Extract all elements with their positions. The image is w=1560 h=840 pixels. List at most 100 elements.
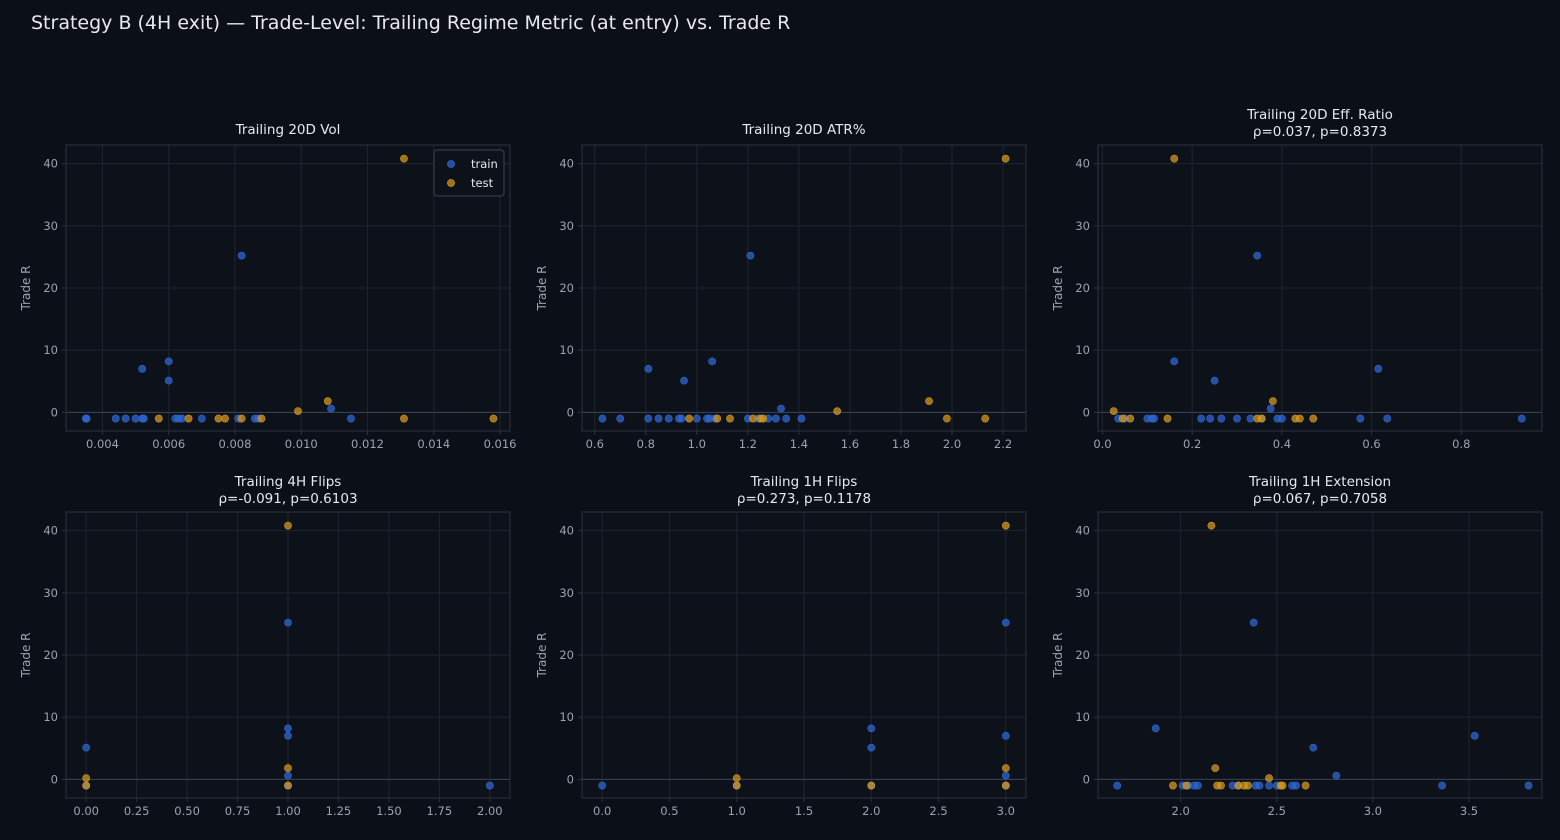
data-point-train xyxy=(1438,781,1446,790)
x-tick-label: 0.8 xyxy=(1452,437,1470,451)
data-point-train xyxy=(284,618,292,627)
data-point-test xyxy=(1269,397,1277,406)
data-point-test xyxy=(749,414,757,423)
data-point-train xyxy=(680,376,688,385)
data-point-test xyxy=(1109,407,1118,416)
data-point-test xyxy=(284,764,292,773)
data-point-train xyxy=(131,414,140,423)
y-tick-label: 0 xyxy=(51,405,58,419)
data-point-train xyxy=(284,771,292,780)
data-point-train xyxy=(777,404,785,413)
data-point-train xyxy=(1253,251,1262,260)
data-point-train xyxy=(1001,771,1010,780)
data-point-train xyxy=(1001,731,1010,740)
data-point-test xyxy=(1244,781,1252,790)
data-point-test xyxy=(82,774,91,783)
data-point-train xyxy=(1217,414,1226,423)
data-point-train xyxy=(1517,414,1526,423)
chart-title: Trailing 20D ATR% xyxy=(741,122,865,138)
x-tick-label: 0.5 xyxy=(660,804,678,818)
data-point-test xyxy=(1182,781,1191,790)
x-tick-label: 3.5 xyxy=(1460,804,1478,818)
data-point-test xyxy=(1169,781,1177,790)
y-tick-label: 10 xyxy=(559,710,574,724)
data-point-train xyxy=(327,404,335,413)
data-point-test xyxy=(1207,521,1216,530)
x-tick-label: 0.008 xyxy=(219,437,252,451)
data-point-test xyxy=(1301,781,1310,790)
data-point-train xyxy=(1113,781,1122,790)
data-point-train xyxy=(1383,414,1392,423)
x-tick-label: 0.00 xyxy=(73,804,99,818)
data-point-train xyxy=(1246,414,1255,423)
y-tick-label: 30 xyxy=(559,219,574,233)
data-point-train xyxy=(139,414,148,423)
chart-subtitle: ρ=0.037, p=0.8373 xyxy=(1253,124,1387,140)
y-axis-label: Trade R xyxy=(19,632,33,678)
data-point-train xyxy=(1194,781,1202,790)
data-point-train xyxy=(1277,414,1286,423)
data-point-test xyxy=(1001,781,1010,790)
data-point-train xyxy=(782,414,791,423)
data-point-train xyxy=(664,414,673,423)
x-tick-label: 1.75 xyxy=(427,804,453,818)
y-tick-label: 30 xyxy=(1075,586,1090,600)
data-point-train xyxy=(284,731,292,740)
data-point-test xyxy=(942,414,951,423)
chart-panel-3: 0.0 0.2 0.4 0.6 0.8 0 10 20 30 40 Trade R Trailing … xyxy=(1051,107,1543,451)
y-tick-label: 30 xyxy=(43,586,58,600)
data-point-test xyxy=(1001,764,1010,773)
data-point-test xyxy=(1170,154,1179,163)
chart-panel-5: 0.0 0.5 1.0 1.5 2.0 2.5 3.0 0 10 20 30 40 Trade R Tra… xyxy=(535,474,1027,818)
data-point-test xyxy=(1257,414,1266,423)
chart-panel-4: 0.00 0.25 0.50 0.75 1.00 1.25 1.50 1.75 2.00 0 10 2… xyxy=(19,474,511,818)
data-point-test xyxy=(284,521,292,530)
x-tick-label: 0.6 xyxy=(1362,437,1380,451)
data-point-train xyxy=(178,414,186,423)
data-point-train xyxy=(1470,731,1479,740)
data-point-train xyxy=(1210,376,1219,385)
data-point-train xyxy=(1255,781,1264,790)
data-point-test xyxy=(1309,414,1318,423)
data-point-test xyxy=(154,414,163,423)
data-point-test xyxy=(82,781,91,790)
data-point-train xyxy=(598,781,607,790)
y-tick-label: 40 xyxy=(1075,157,1090,171)
data-point-test xyxy=(713,414,722,423)
data-point-train xyxy=(708,357,717,366)
y-tick-label: 30 xyxy=(559,586,574,600)
data-point-train xyxy=(654,414,663,423)
chart-subtitle: ρ=0.273, p=0.1178 xyxy=(737,491,871,507)
data-point-train xyxy=(1292,781,1300,790)
chart-subtitle: ρ=-0.091, p=0.6103 xyxy=(218,491,357,507)
y-tick-label: 40 xyxy=(43,524,58,538)
x-tick-label: 0.010 xyxy=(285,437,318,451)
x-tick-label: 0.014 xyxy=(417,437,450,451)
y-tick-label: 10 xyxy=(43,710,58,724)
chart-panel-1: 0.004 0.006 0.008 0.010 0.012 0.014 0.016 0 10 20… xyxy=(19,122,517,451)
data-point-test xyxy=(1118,414,1127,423)
chart-panel-6: 2.0 2.5 3.0 3.5 0 10 20 30 40 Trade R Trailing 1H … xyxy=(1051,474,1543,818)
y-tick-label: 20 xyxy=(43,281,58,295)
x-tick-label: 1.6 xyxy=(841,437,859,451)
data-point-train xyxy=(1233,414,1241,423)
y-tick-label: 0 xyxy=(567,772,574,786)
data-point-test xyxy=(400,414,408,423)
y-tick-label: 10 xyxy=(1075,710,1090,724)
data-point-train xyxy=(164,376,173,385)
data-point-test xyxy=(726,414,734,423)
y-tick-label: 0 xyxy=(567,405,574,419)
chart-title: Trailing 1H Flips xyxy=(750,474,858,490)
x-tick-label: 0.006 xyxy=(152,437,185,451)
data-point-train xyxy=(1151,724,1160,733)
data-point-train xyxy=(164,357,173,366)
data-point-test xyxy=(284,781,292,790)
y-tick-label: 20 xyxy=(1075,648,1090,662)
legend: train test xyxy=(433,149,505,197)
y-tick-label: 0 xyxy=(1083,405,1090,419)
x-tick-label: 0.012 xyxy=(351,437,384,451)
legend-marker-test xyxy=(447,179,455,187)
y-tick-label: 20 xyxy=(559,281,574,295)
x-tick-label: 0.8 xyxy=(637,437,655,451)
